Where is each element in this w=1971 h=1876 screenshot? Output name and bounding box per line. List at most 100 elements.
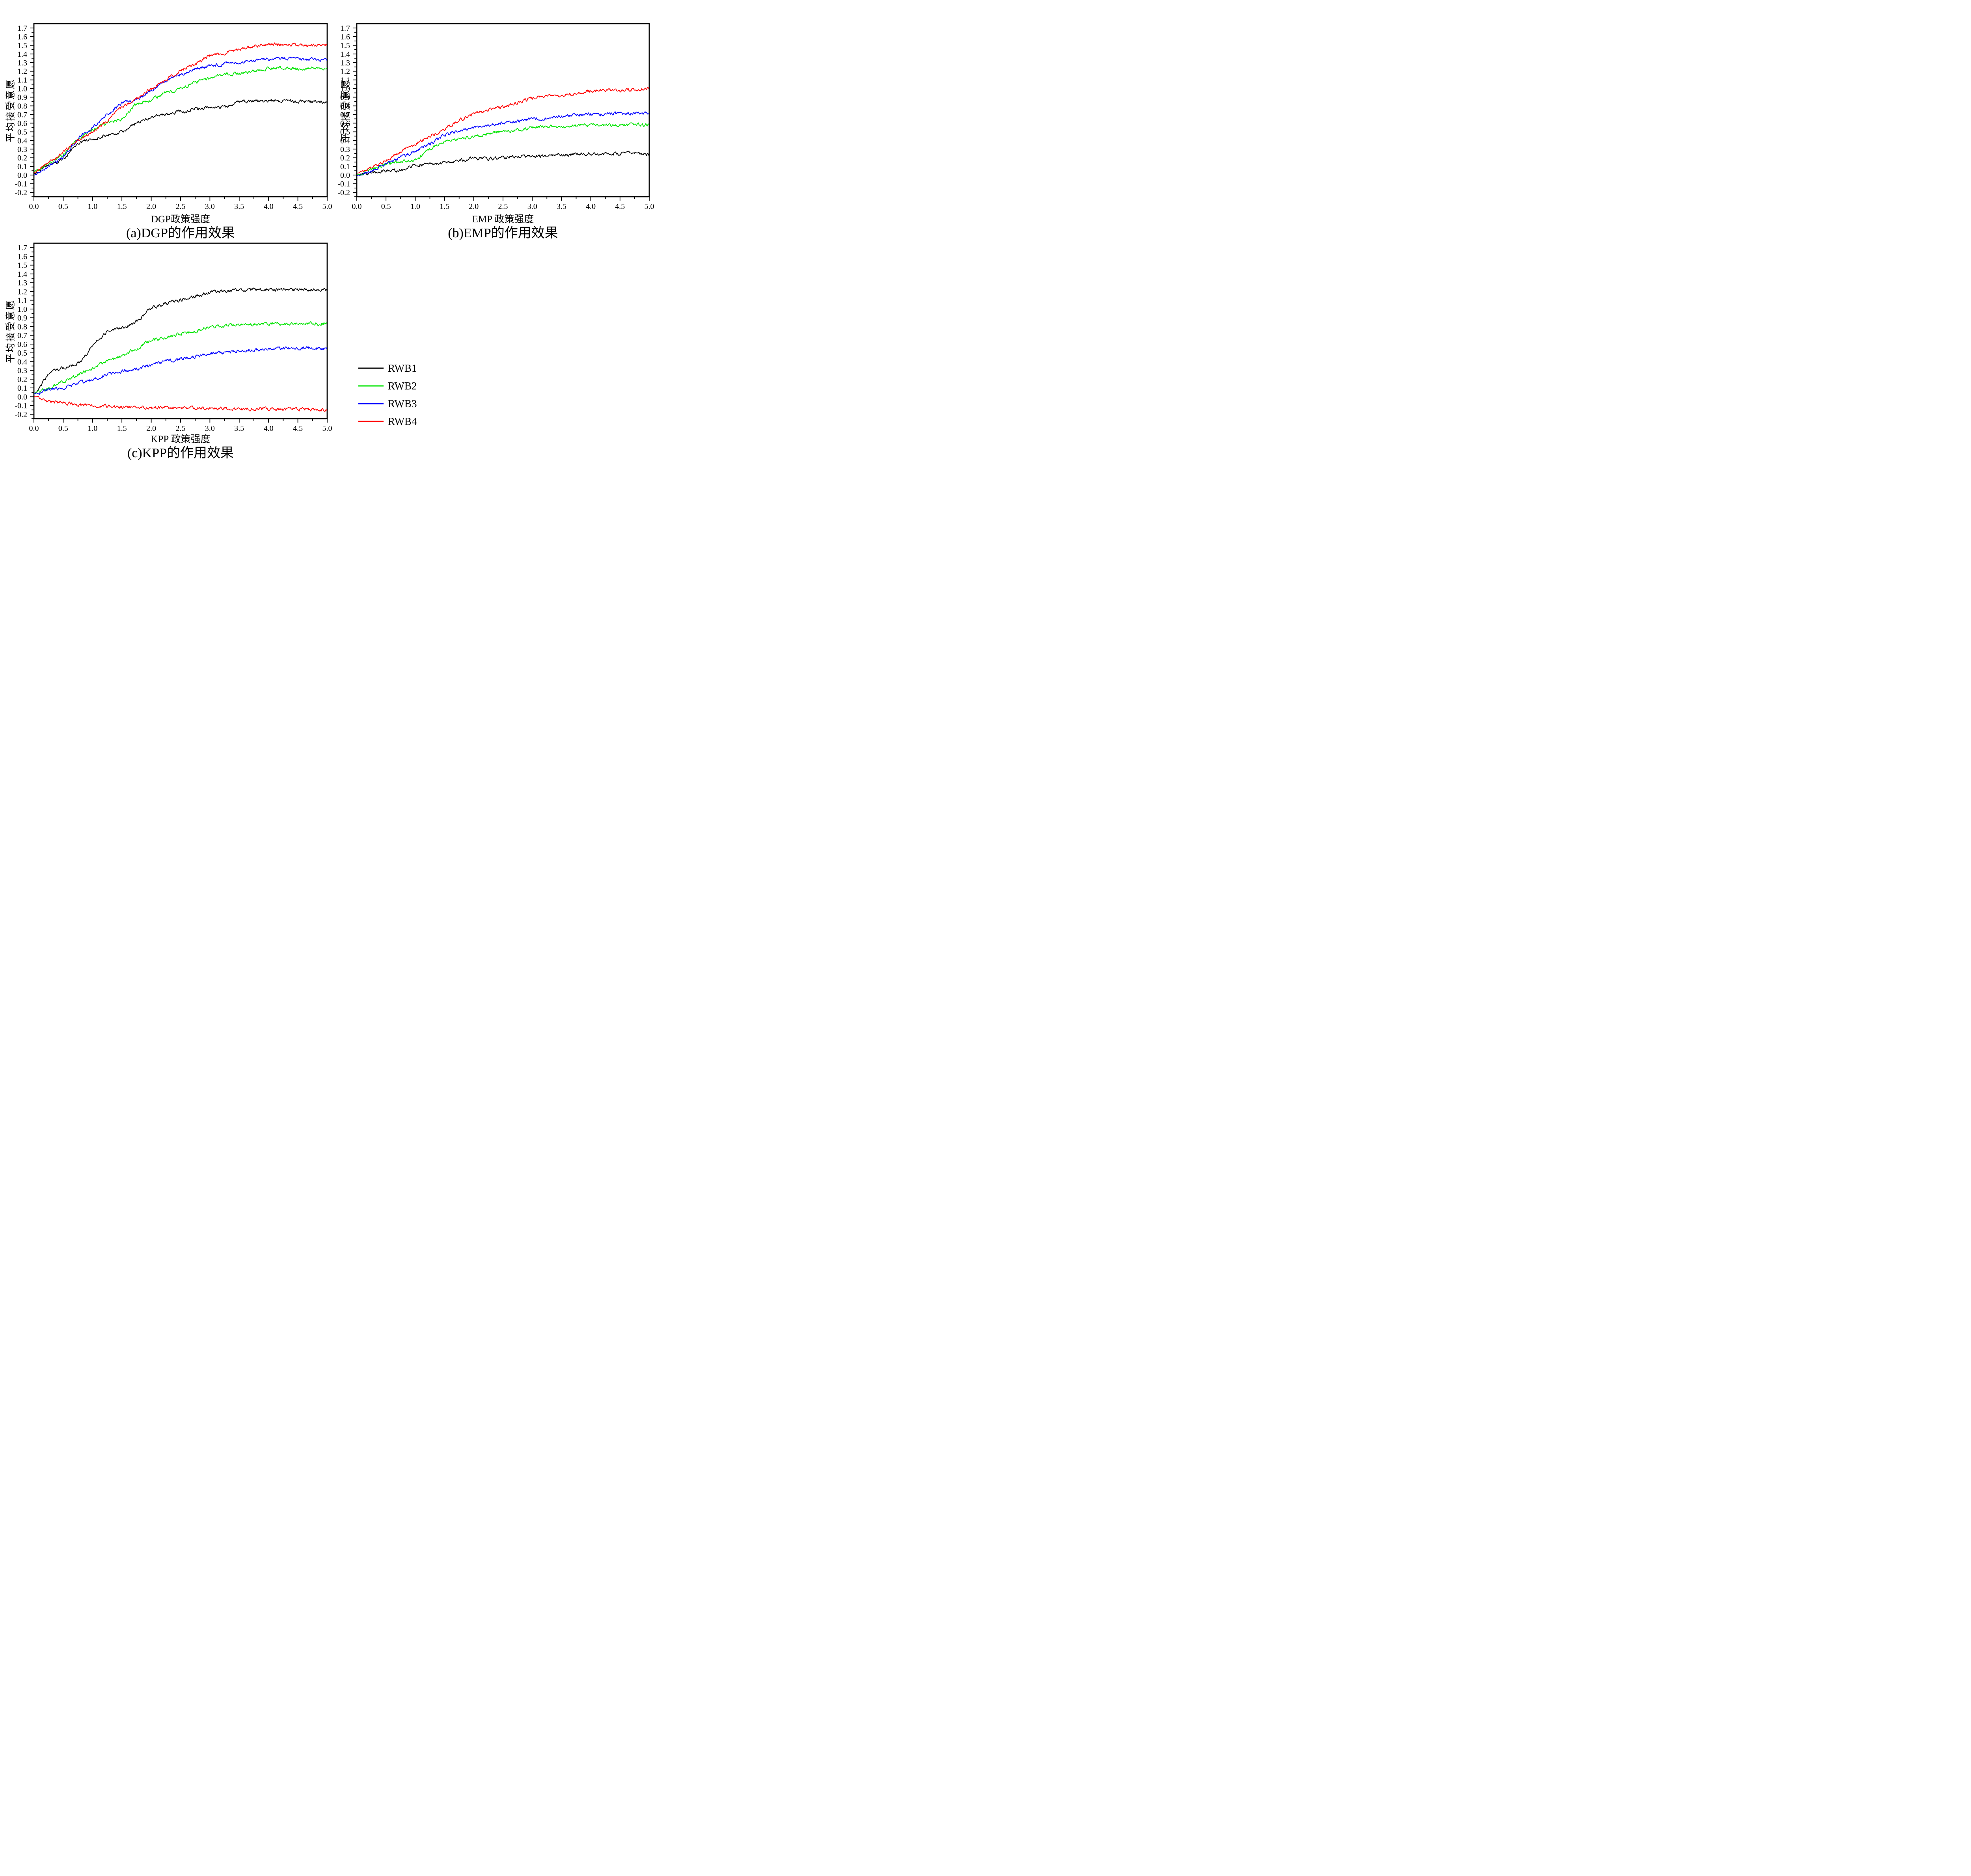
y-tick-label: 1.4 [17,270,27,279]
y-tick-label: 1.5 [17,261,27,270]
figure: 0.0 0.5 1.0 1.5 2.0 2.5 3.0 3.5 4.0 4.5 5.0 1.7 1.6 1… [0,0,672,469]
y-tick-label: 0.5 [340,128,350,136]
series-RWB2-chart-b [357,122,649,176]
x-tick-label: 2.0 [469,202,479,211]
x-tick-label: 2.5 [176,424,186,433]
x-tick-label: 0.5 [58,202,68,211]
y-tick-label: 0.4 [17,358,27,366]
legend-label: RWB4 [388,415,417,427]
y-tick-label: 1.0 [17,305,27,314]
legend-line-icon [358,403,384,404]
plot-frame [33,23,328,197]
x-tick-label: 4.0 [586,202,596,211]
y-tick-label: -0.2 [15,410,27,419]
x-tick-label: 0.0 [29,202,39,211]
chart-b: 0.0 0.5 1.0 1.5 2.0 2.5 3.0 3.5 4.0 4.5 5.01.71.61… [337,23,654,211]
legend-line-icon [358,421,384,422]
y-tick-label: 0.6 [17,340,27,349]
chart-a: 0.0 0.5 1.0 1.5 2.0 2.5 3.0 3.5 4.0 4.5 5.01.71.61… [15,23,332,211]
x-tick-label: 0.0 [352,202,362,211]
x-tick-label: 2.0 [146,202,156,211]
legend-label: RWB2 [388,380,417,392]
x-tick-label: 3.5 [234,202,244,211]
legend-item-rwb1: RWB1 [358,361,417,375]
y-axis-label-b: 平均接受意愿 [341,78,351,142]
series-RWB2-chart-c [34,321,327,394]
y-tick-label: 1.3 [17,59,27,67]
y-tick-label: 1.4 [17,50,27,59]
y-tick-label: 0.7 [17,110,27,119]
series-RWB3-chart-b [357,111,649,177]
x-tick-label: 3.0 [205,424,215,433]
y-tick-label: -0.1 [337,180,350,188]
y-tick-label: 1.5 [340,41,350,50]
plot-frame [33,242,328,419]
y-tick-label: 1.2 [340,67,350,76]
legend-line-icon [358,385,384,387]
y-tick-label: 0.3 [17,145,27,154]
y-tick-label: 0.1 [340,162,350,171]
series-RWB1-chart-c [34,287,327,395]
y-tick-label: 0.8 [17,102,27,111]
y-tick-label: 1.6 [340,33,350,41]
x-tick-label: 1.5 [440,202,449,211]
y-tick-label: 0.5 [17,128,27,136]
legend-label: RWB1 [388,362,417,374]
x-tick-label: 5.0 [322,202,332,211]
x-tick-label: 1.5 [117,424,127,433]
series-RWB4-chart-b [357,87,649,174]
legend-label: RWB3 [388,397,417,410]
y-tick-label: 0.1 [17,162,27,171]
x-tick-label: 3.0 [205,202,215,211]
x-tick-label: 1.5 [117,202,127,211]
x-tick-label: 1.0 [410,202,420,211]
y-axis-label-c: 平均接受意愿 [6,299,16,363]
series-RWB4-chart-a [34,42,327,173]
series-RWB3-chart-a [34,56,327,176]
subplot-caption-b: (b)EMP的作用效果 [448,226,558,240]
y-tick-label: 0.6 [17,119,27,128]
x-tick-label: 0.0 [29,424,39,433]
series-RWB2-chart-a [34,65,327,172]
y-axis-label-a: 平均接受意愿 [6,78,16,142]
y-tick-label: -0.1 [15,180,27,188]
y-tick-label: 1.0 [17,85,27,93]
y-tick-label: 1.1 [17,296,27,305]
x-axis-title-b: EMP 政策强度 [472,214,534,225]
y-tick-label: 0.3 [340,145,350,154]
series-RWB4-chart-c [34,396,327,412]
x-tick-label: 2.0 [146,424,156,433]
y-tick-label: 1.1 [17,76,27,85]
y-tick-label: 0.9 [17,314,27,322]
x-tick-label: 3.5 [557,202,566,211]
y-tick-label: 0.0 [17,171,27,180]
y-tick-label: 1.6 [17,252,27,261]
y-tick-label: 1.0 [340,85,350,93]
y-tick-label: 0.2 [340,154,350,162]
charts-canvas: 0.0 0.5 1.0 1.5 2.0 2.5 3.0 3.5 4.0 4.5 5.01.71.61… [15,23,654,433]
series-RWB1-chart-b [357,151,649,176]
x-tick-label: 0.5 [58,424,68,433]
y-tick-label: -0.2 [15,188,27,197]
subplot-caption-a: (a)DGP的作用效果 [126,226,235,240]
y-tick-label: 1.7 [340,24,350,33]
legend-line-icon [358,367,384,369]
x-tick-label: 4.5 [293,202,303,211]
y-tick-label: -0.2 [337,188,350,197]
y-tick-label: 1.2 [17,287,27,296]
x-tick-label: 5.0 [645,202,654,211]
y-tick-label: 1.5 [17,41,27,50]
y-tick-label: 1.6 [17,33,27,41]
y-tick-label: 0.8 [17,322,27,331]
legend-item-rwb4: RWB4 [358,415,417,428]
x-tick-label: 0.5 [381,202,391,211]
y-tick-label: 0.2 [17,154,27,162]
chart-b-axes: 0.0 0.5 1.0 1.5 2.0 2.5 3.0 3.5 4.0 4.5 5.01.71.61… [337,24,654,211]
x-tick-label: 1.0 [88,424,97,433]
y-tick-label: 0.7 [340,110,350,119]
x-tick-label: 4.0 [264,424,274,433]
x-tick-label: 3.0 [527,202,537,211]
y-tick-label: 0.7 [17,332,27,340]
y-tick-label: 0.1 [17,384,27,393]
legend-item-rwb2: RWB2 [358,379,417,393]
